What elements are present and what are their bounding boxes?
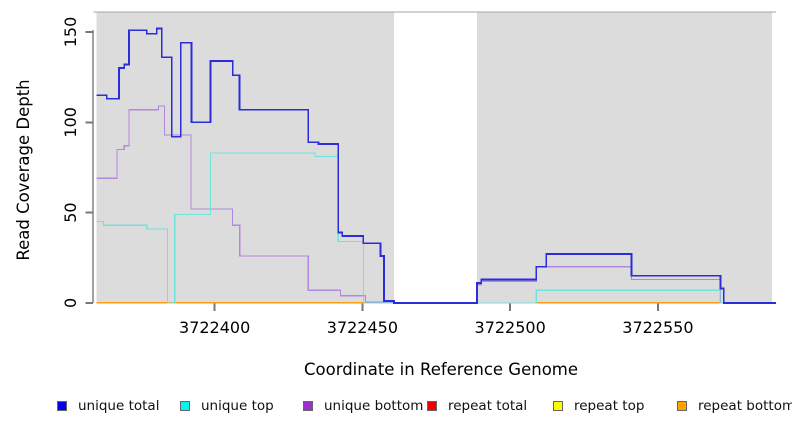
repeat-total-swatch-icon: [427, 401, 437, 411]
legend-item-unique-bottom: unique bottom: [303, 397, 423, 415]
legend-label: repeat bottom: [698, 398, 792, 414]
legend-label: unique bottom: [324, 398, 424, 414]
chart-canvas: 0 50 100 150 3722400 3722450 3722500 3722550: [61, 11, 777, 337]
unique-top-swatch-icon: [180, 401, 190, 411]
series-unique-top-line: [96, 152, 777, 304]
y-tick-label: 50: [61, 202, 80, 222]
repeat-top-swatch-icon: [553, 401, 563, 411]
x-axis-title: Coordinate in Reference Genome: [303, 360, 579, 379]
x-tick-label: 3722450: [327, 318, 398, 337]
legend-label: repeat top: [574, 398, 645, 414]
unique-bottom-swatch-icon: [303, 401, 313, 411]
legend-item-unique-total: unique total: [57, 397, 159, 415]
y-tick-label: 150: [61, 17, 80, 48]
legend-item-unique-top: unique top: [180, 397, 274, 415]
y-axis-title: Read Coverage Depth: [14, 79, 33, 261]
x-tick-label: 3722550: [622, 318, 693, 337]
legend-label: unique top: [201, 398, 274, 414]
repeat-bottom-swatch-icon: [677, 401, 687, 411]
x-tick-label: 3722400: [179, 318, 250, 337]
x-tick-label: 3722500: [475, 318, 546, 337]
y-tick-label: 100: [61, 107, 80, 138]
background-region-2: [477, 12, 772, 303]
unique-total-swatch-icon: [57, 401, 67, 411]
legend-item-repeat-total: repeat total: [427, 397, 527, 415]
legend-item-repeat-bottom: repeat bottom: [677, 397, 792, 415]
legend: unique total unique top unique bottom re…: [0, 397, 792, 419]
legend-label: unique total: [78, 398, 160, 414]
background-region-1: [96, 12, 395, 303]
legend-item-repeat-top: repeat top: [553, 397, 644, 415]
y-tick-label: 0: [61, 298, 80, 308]
legend-label: repeat total: [448, 398, 528, 414]
series-unique-total-line: [96, 27, 777, 304]
